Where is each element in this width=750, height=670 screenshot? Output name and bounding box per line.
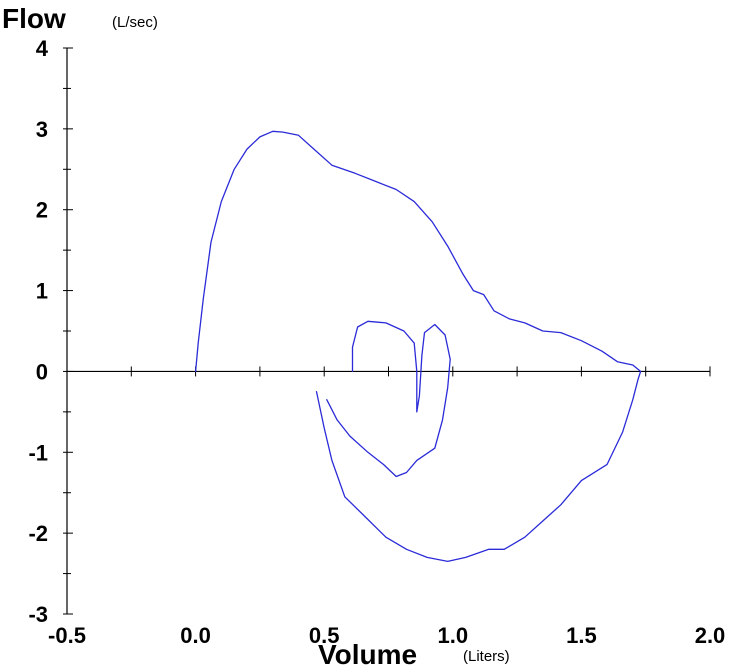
y-tick-label: -3 <box>28 602 48 627</box>
y-tick-label: -1 <box>28 440 48 465</box>
curves <box>194 130 642 563</box>
axes <box>66 48 710 614</box>
x-axis-title: Volume <box>318 639 417 670</box>
y-axis-title: Flow <box>2 3 66 34</box>
x-tick-label: 0.5 <box>309 623 340 648</box>
y-tick-label: 3 <box>36 117 48 142</box>
y-tick-label: 1 <box>36 279 48 304</box>
tick-labels: 4 3 2 1 0 -1 -2 -3-0.5 0.0 0.5 1.0 1.5 2.0 <box>28 36 725 648</box>
ticks <box>63 47 711 615</box>
y-tick-label: 2 <box>36 198 48 223</box>
x-tick-label: 1.0 <box>438 623 469 648</box>
flow-volume-loop-1 <box>194 130 642 563</box>
y-tick-label: 4 <box>36 36 49 61</box>
x-tick-label: 0.0 <box>180 623 211 648</box>
x-axis-unit: (Liters) <box>463 648 510 665</box>
y-tick-label: -2 <box>28 521 48 546</box>
x-tick-label: 2.0 <box>695 623 726 648</box>
y-tick-label: 0 <box>36 359 48 384</box>
x-tick-label: 1.5 <box>566 623 597 648</box>
y-axis-unit: (L/sec) <box>112 14 158 31</box>
x-tick-label: -0.5 <box>48 623 86 648</box>
flow-volume-loop-2 <box>326 320 451 478</box>
